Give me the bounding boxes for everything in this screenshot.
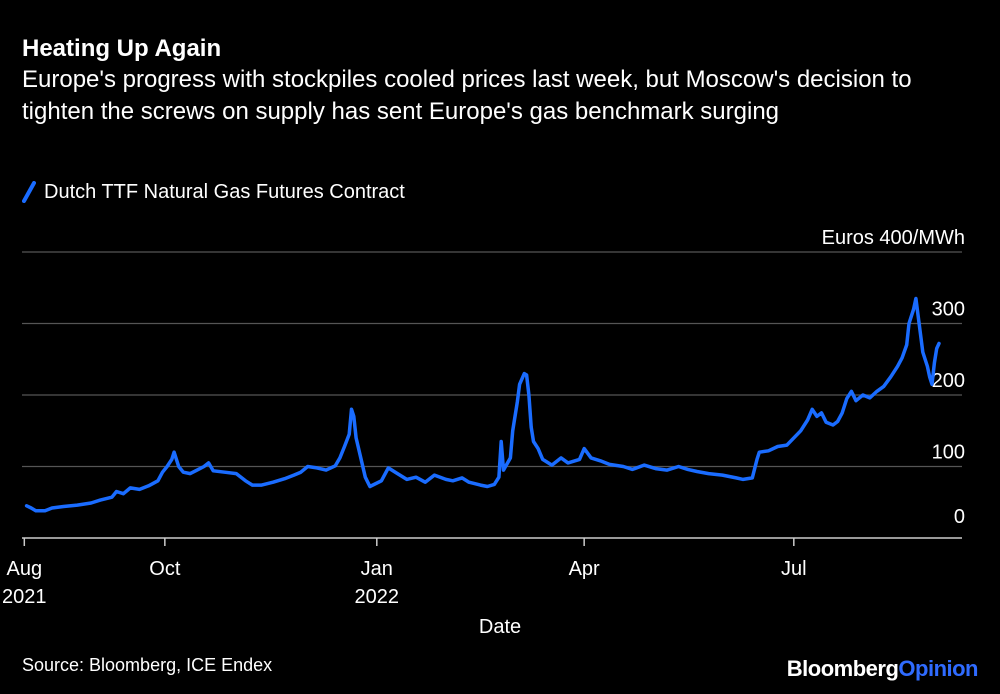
x-tick-label: Aug — [7, 558, 43, 580]
brand-primary: Bloomberg — [786, 656, 899, 681]
x-tick-label: Oct — [149, 558, 181, 580]
chart-subtitle: Europe's progress with stockpiles cooled… — [22, 66, 912, 125]
y-tick-label: 100 — [932, 442, 965, 464]
y-tick-label: 0 — [954, 506, 965, 528]
x-axis-ticks: Aug 2021 Oct Jan 2022 Apr Jul — [2, 538, 807, 608]
y-tick-label: Euros 400/MWh — [822, 227, 965, 249]
grid-lines — [22, 251, 962, 539]
x-axis-label: Date — [479, 616, 521, 638]
legend-label: Dutch TTF Natural Gas Futures Contract — [44, 180, 405, 203]
x-tick-label: Jul — [781, 558, 807, 580]
x-tick-sublabel: 2021 — [2, 586, 47, 608]
legend-swatch — [22, 181, 36, 203]
line-chart: 100 200 300 Euros 400/MWh 0 Aug 2021 Oct Jan 202… — [2, 227, 965, 638]
x-tick-label: Jan — [361, 558, 393, 580]
series-layer — [24, 296, 941, 513]
y-axis-ticks: 100 200 300 Euros 400/MWh 0 — [822, 227, 965, 528]
y-tick-label: 300 — [932, 299, 965, 321]
chart-title: Heating Up Again — [22, 35, 222, 62]
y-tick-label: 200 — [932, 370, 965, 392]
x-tick-sublabel: 2022 — [355, 586, 400, 608]
x-tick-label: Apr — [569, 558, 600, 580]
brand-secondary: Opinion — [898, 656, 978, 681]
source-note: Source: Bloomberg, ICE Endex — [22, 655, 273, 675]
brand-logo: BloombergOpinion — [786, 656, 979, 682]
legend: Dutch TTF Natural Gas Futures Contract — [22, 178, 405, 206]
series-line — [24, 296, 941, 513]
